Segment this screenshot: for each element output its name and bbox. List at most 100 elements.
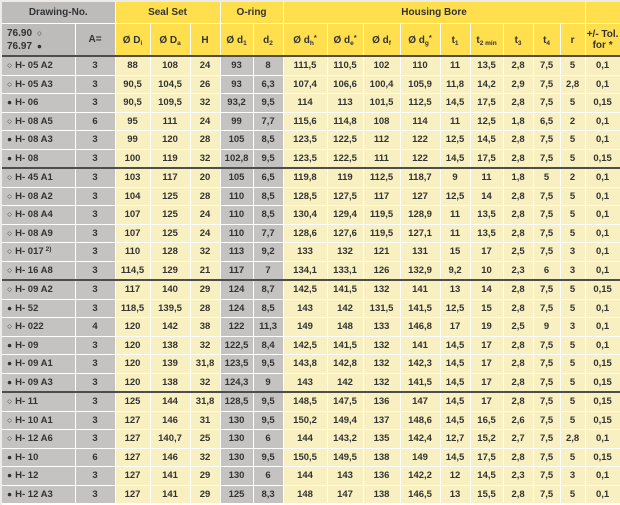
filled-circle-icon: ● xyxy=(7,376,13,387)
value-cell: 5 xyxy=(560,130,586,150)
value-cell: 132 xyxy=(327,242,364,262)
value-cell: 138 xyxy=(363,485,401,504)
value-cell: 9,2 xyxy=(440,261,471,281)
value-cell: 105,9 xyxy=(400,75,441,94)
column-header-dh: Ø dh* xyxy=(283,23,328,57)
value-cell: 14,5 xyxy=(470,130,504,150)
column-header-t3: t3 xyxy=(503,23,534,57)
legend-line-filled: 76.97 ● xyxy=(7,40,42,52)
value-cell: 24 xyxy=(190,224,221,243)
column-header-a: A= xyxy=(75,23,116,57)
value-cell: 3 xyxy=(75,93,116,113)
value-cell: 143 xyxy=(283,299,328,318)
value-cell: 7,5 xyxy=(533,299,561,318)
value-cell: 117 xyxy=(115,280,151,300)
table-row: ○ H- 16 A8 3 114,5 129 21 117 7 134,1 133,1 126 132… xyxy=(2,261,620,281)
value-cell: 132 xyxy=(363,280,401,300)
value-cell: 15 xyxy=(470,299,504,318)
drawing-number-cell: ○ H- 08 A5 xyxy=(2,112,76,131)
drawing-number-cell: ● H- 09 A1 xyxy=(2,354,76,374)
table-row: ○ H- 05 A3 3 90,5 104,5 26 93 6,3 107,4 106,6 100,… xyxy=(2,75,620,94)
value-cell: 12 xyxy=(440,466,471,486)
drawing-number: H- 08 A4 xyxy=(15,209,53,221)
drawing-number-cell: ○ H- 16 A8 xyxy=(2,261,76,281)
value-cell: 132 xyxy=(363,373,401,393)
table-row: ● H- 09 A1 3 120 139 31,8 123,5 9,5 143,8 142,8 13… xyxy=(2,354,620,374)
drawing-number: H- 08 A5 xyxy=(15,115,53,127)
value-cell: 5 xyxy=(533,168,561,188)
value-cell: 119,5 xyxy=(363,205,401,225)
open-circle-icon: ○ xyxy=(7,246,13,257)
value-cell: 122 xyxy=(220,317,254,337)
drawing-number-cell: ○ H- 08 A2 xyxy=(2,187,76,206)
value-cell: 112,5 xyxy=(400,93,441,113)
value-cell: 14 xyxy=(470,187,504,206)
value-cell: 2 xyxy=(560,112,586,131)
value-cell: 24 xyxy=(190,205,221,225)
value-cell: 148,6 xyxy=(400,411,441,430)
value-cell: 10 xyxy=(470,261,504,281)
value-cell: 119 xyxy=(150,149,191,169)
drawing-number-cell: ● H- 52 xyxy=(2,299,76,318)
value-cell: 25 xyxy=(190,429,221,449)
value-cell: 3 xyxy=(75,354,116,374)
legend-line-open: 76.90 ○ xyxy=(7,27,42,39)
drawing-number: H- 022 xyxy=(15,321,44,333)
value-cell: 111 xyxy=(150,112,191,131)
value-cell: 0,15 xyxy=(585,354,620,374)
value-cell: 7,5 xyxy=(533,187,561,206)
column-header-h: H xyxy=(190,23,221,57)
value-cell: 125 xyxy=(150,224,191,243)
value-cell: 133 xyxy=(283,242,328,262)
value-cell: 108 xyxy=(363,112,401,131)
value-cell: 28 xyxy=(190,299,221,318)
value-cell: 122,5 xyxy=(327,130,364,150)
value-cell: 142,2 xyxy=(400,466,441,486)
value-cell: 99 xyxy=(115,130,151,150)
drawing-number-cell: ○ H- 09 A2 xyxy=(2,280,76,300)
value-cell: 141,5 xyxy=(400,299,441,318)
value-cell: 150,5 xyxy=(283,448,328,467)
column-header-d1: Ø d1 xyxy=(220,23,254,57)
value-cell: 5 xyxy=(560,149,586,169)
group-header-tolerance-spacer xyxy=(585,2,620,24)
value-cell: 90,5 xyxy=(115,93,151,113)
value-cell: 132 xyxy=(363,336,401,355)
value-cell: 2,8 xyxy=(503,93,534,113)
value-cell: 7,5 xyxy=(533,466,561,486)
value-cell: 138 xyxy=(363,448,401,467)
value-cell: 148,5 xyxy=(283,392,328,412)
value-cell: 0,1 xyxy=(585,224,620,243)
value-cell: 28 xyxy=(190,130,221,150)
drawing-number-cell: ○ H- 08 A4 xyxy=(2,205,76,225)
value-cell: 14,5 xyxy=(440,448,471,467)
drawing-number-cell: ○ H- 11 xyxy=(2,392,76,412)
value-cell: 114,8 xyxy=(327,112,364,131)
drawing-number-cell: ● H- 09 A3 xyxy=(2,373,76,393)
value-cell: 3 xyxy=(75,130,116,150)
value-cell: 111 xyxy=(363,149,401,169)
value-cell: 0,1 xyxy=(585,75,620,94)
value-cell: 120 xyxy=(115,336,151,355)
value-cell: 0,1 xyxy=(585,429,620,449)
value-cell: 141 xyxy=(150,466,191,486)
value-cell: 32 xyxy=(190,373,221,393)
value-cell: 14,5 xyxy=(440,411,471,430)
filled-circle-icon: ● xyxy=(7,451,13,462)
value-cell: 3 xyxy=(75,411,116,430)
value-cell: 137 xyxy=(363,411,401,430)
open-circle-icon: ○ xyxy=(7,321,13,332)
filled-circle-icon: ● xyxy=(7,470,13,481)
value-cell: 6 xyxy=(253,466,284,486)
drawing-number-cell: ○ H- 08 A9 xyxy=(2,224,76,243)
value-cell: 127 xyxy=(400,187,441,206)
value-cell: 7,5 xyxy=(533,429,561,449)
value-cell: 2,8 xyxy=(503,373,534,393)
value-cell: 2,8 xyxy=(503,392,534,412)
value-cell: 5 xyxy=(560,392,586,412)
value-cell: 11,3 xyxy=(253,317,284,337)
value-cell: 147 xyxy=(400,392,441,412)
value-cell: 28 xyxy=(190,187,221,206)
value-cell: 93 xyxy=(220,56,254,76)
value-cell: 5 xyxy=(560,411,586,430)
